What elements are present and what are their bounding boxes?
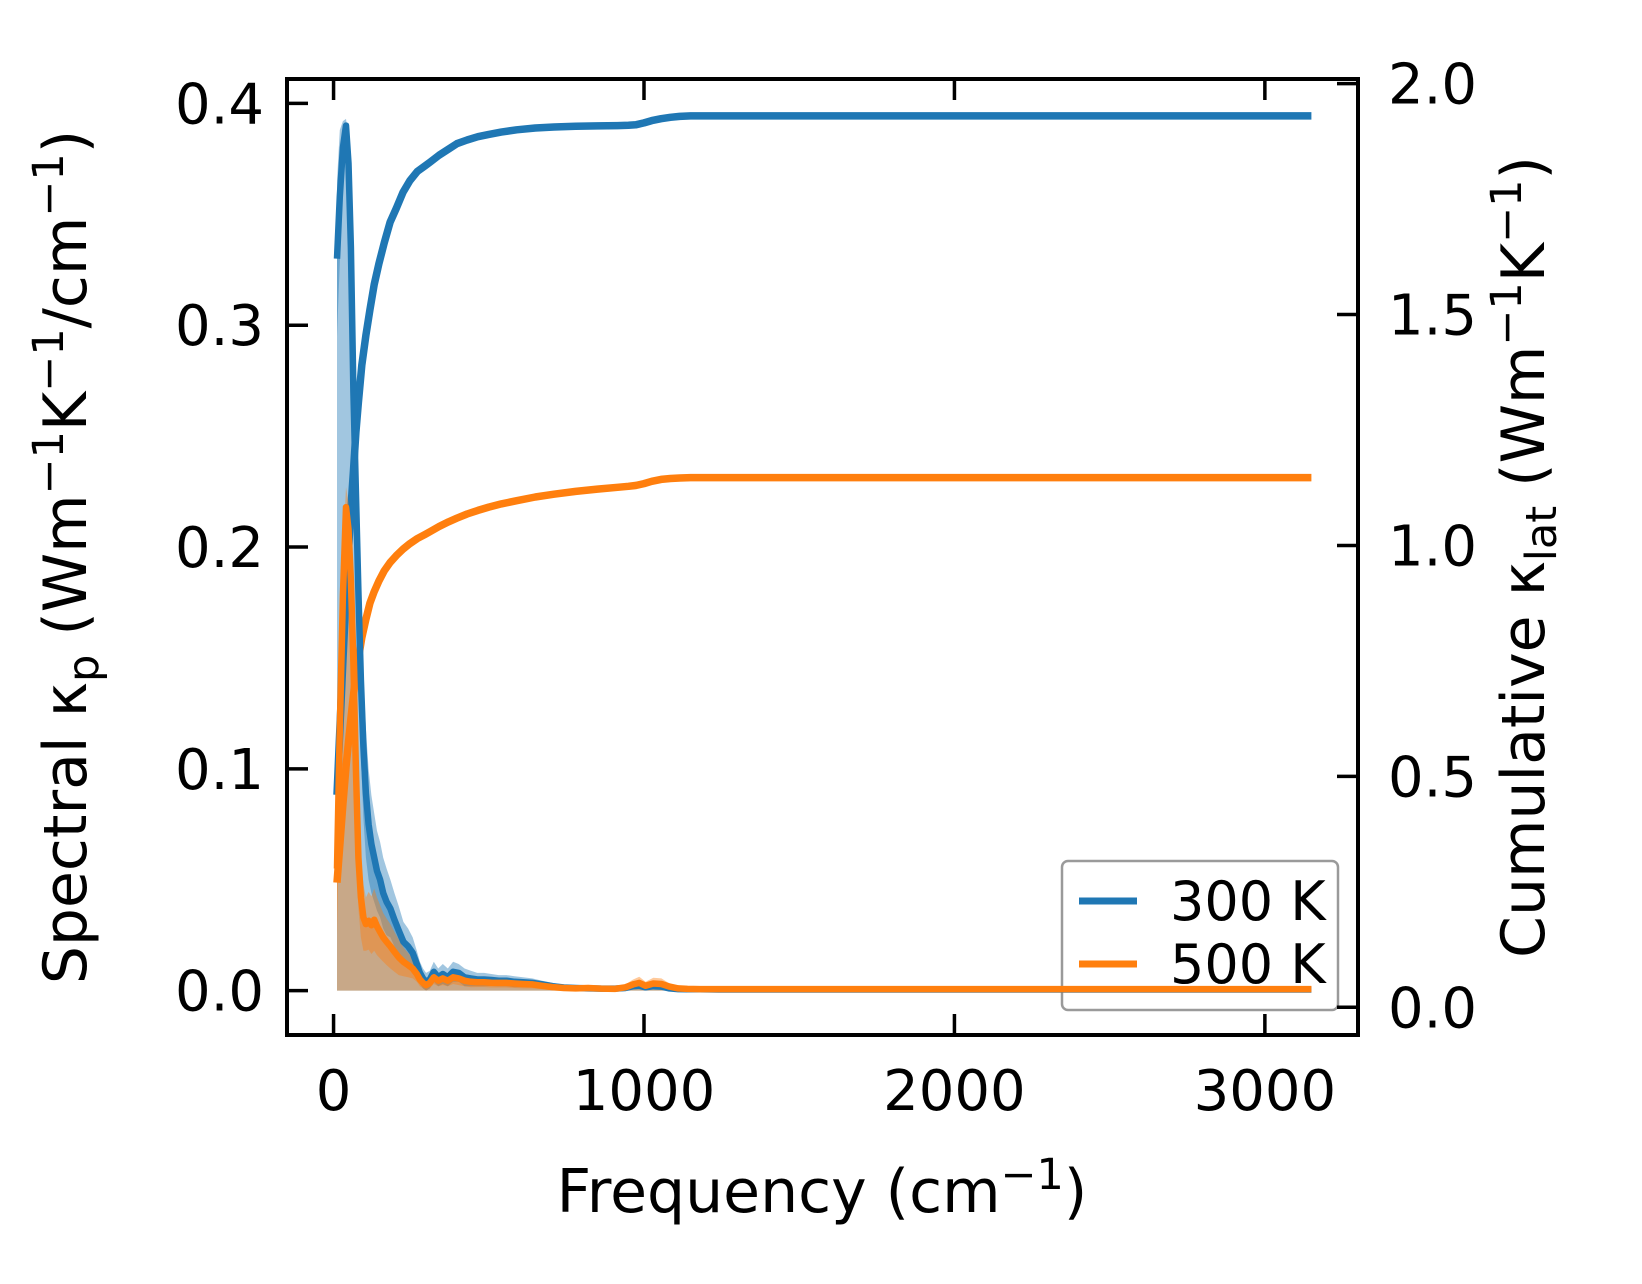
cumulative-lines xyxy=(333,112,1312,883)
cumulative-line-300k xyxy=(333,112,1312,795)
legend-label-300k: 300 K xyxy=(1170,870,1327,933)
x-tick-label: 1000 xyxy=(573,1059,716,1124)
y-tick-label-left: 0.2 xyxy=(175,516,264,581)
y-tick-label-right: 0.0 xyxy=(1388,976,1477,1041)
spectral-lines xyxy=(333,122,1312,993)
x-tick-label: 0 xyxy=(316,1059,352,1124)
x-tick-label: 2000 xyxy=(883,1059,1026,1124)
y-tick-label-left: 0.0 xyxy=(175,960,264,1025)
y-axis-label-left: Spectral κp (Wm−1K−1/cm−1) xyxy=(24,130,109,984)
legend-entries: 300 K 500 K xyxy=(1079,870,1327,996)
y-tick-label-right: 1.5 xyxy=(1388,284,1477,349)
x-tick-label: 3000 xyxy=(1194,1059,1337,1124)
y-tick-label-right: 2.0 xyxy=(1388,53,1477,118)
tick-labels: 0 1000 2000 3000 0.0 0.1 0.2 0.3 0.4 0.0 0.5 1.0 1.5… xyxy=(175,53,1477,1124)
axis-ticks xyxy=(287,79,1358,1035)
y-tick-label-right: 1.0 xyxy=(1388,514,1477,579)
plot-frame xyxy=(285,77,1360,1037)
y-tick-label-left: 0.1 xyxy=(175,738,264,803)
spectral-line-500k xyxy=(333,503,1312,993)
axis-labels: Frequency (cm−1) Spectral κp (Wm−1K−1/cm−… xyxy=(24,130,1567,1227)
legend-label-500k: 500 K xyxy=(1170,933,1327,996)
axes xyxy=(285,77,1360,1037)
x-axis-label: Frequency (cm−1) xyxy=(557,1150,1088,1227)
y-tick-label-left: 0.3 xyxy=(175,294,264,359)
y-tick-label-right: 0.5 xyxy=(1388,745,1477,810)
y-tick-label-left: 0.4 xyxy=(175,72,264,137)
y-axis-label-right: Cumulative κlat (Wm−1K−1) xyxy=(1482,156,1567,958)
cumulative-line-500k xyxy=(333,473,1312,883)
